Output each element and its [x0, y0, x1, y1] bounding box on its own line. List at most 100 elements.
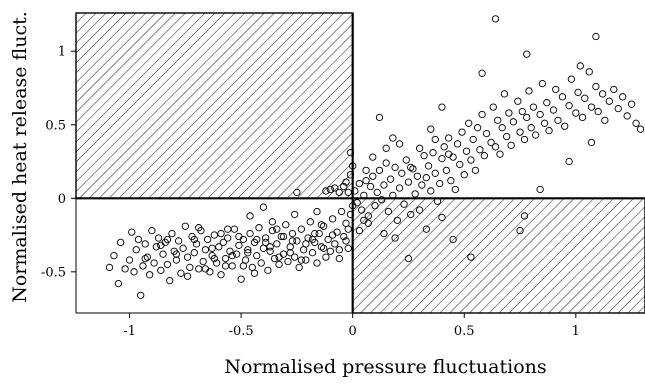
data-point	[518, 107, 526, 116]
data-point	[192, 240, 201, 248]
data-point	[237, 275, 245, 283]
data-point	[335, 188, 343, 197]
data-point	[181, 222, 189, 230]
data-point	[554, 116, 562, 125]
data-point	[438, 103, 446, 111]
data-point	[369, 153, 377, 161]
data-point	[460, 171, 468, 179]
data-point	[420, 151, 428, 160]
data-point	[320, 222, 328, 230]
data-point	[201, 246, 210, 254]
data-point	[110, 251, 118, 260]
data-point	[317, 243, 326, 251]
data-point	[520, 135, 529, 144]
data-point	[141, 240, 149, 248]
data-point	[538, 79, 547, 88]
data-point	[614, 104, 622, 113]
data-point	[257, 259, 265, 267]
data-point	[166, 276, 174, 285]
data-point	[427, 187, 435, 195]
data-point	[422, 174, 430, 182]
data-point	[262, 234, 270, 242]
data-point	[438, 154, 446, 163]
data-point	[514, 97, 522, 105]
data-point	[431, 135, 439, 144]
data-point	[328, 231, 337, 239]
data-point	[163, 235, 172, 244]
data-point	[313, 259, 321, 267]
data-point	[453, 140, 462, 148]
data-point	[324, 235, 332, 244]
data-point	[558, 93, 567, 101]
data-point	[195, 224, 203, 232]
data-point	[335, 246, 343, 254]
data-point	[409, 165, 417, 173]
data-point	[228, 251, 236, 260]
data-point	[282, 221, 290, 229]
data-point	[494, 116, 502, 125]
data-point	[413, 172, 422, 180]
data-point	[326, 185, 335, 194]
data-point	[235, 241, 243, 250]
data-point	[444, 150, 453, 158]
data-point	[402, 156, 410, 164]
data-point	[134, 235, 143, 244]
data-point	[114, 279, 123, 288]
data-point	[244, 249, 252, 257]
data-point	[268, 218, 277, 226]
data-point	[525, 87, 533, 95]
data-point	[344, 225, 352, 233]
data-point	[284, 257, 292, 266]
data-point	[636, 125, 645, 133]
data-point	[344, 244, 352, 252]
data-point	[313, 207, 321, 216]
data-point	[382, 144, 390, 152]
data-point	[509, 118, 517, 126]
data-point	[427, 125, 435, 133]
data-point	[360, 216, 368, 225]
data-point	[598, 90, 607, 98]
data-point	[574, 88, 582, 97]
data-point	[632, 119, 640, 127]
data-point	[331, 240, 339, 248]
hatched-region-upper-left	[75, 12, 354, 199]
data-point	[523, 50, 531, 58]
data-point	[516, 226, 524, 235]
data-point	[326, 247, 335, 255]
data-point	[212, 259, 221, 267]
data-point	[447, 176, 455, 185]
data-point	[592, 82, 600, 91]
data-point	[297, 225, 306, 233]
hatched-regions	[75, 12, 645, 314]
x-axis-label: Normalised pressure fluctuations	[224, 356, 546, 378]
data-point	[576, 62, 584, 70]
data-point	[172, 250, 181, 258]
data-point	[456, 160, 464, 169]
data-point	[270, 254, 279, 263]
data-point	[210, 254, 218, 263]
data-point	[415, 144, 424, 152]
data-point	[380, 229, 388, 238]
data-point	[478, 69, 486, 77]
data-point	[500, 90, 509, 98]
data-point	[262, 238, 270, 247]
data-point	[279, 232, 288, 241]
data-point	[163, 260, 172, 269]
data-point	[145, 271, 154, 279]
data-point	[130, 268, 138, 276]
x-tick-label: -0.5	[229, 324, 254, 339]
data-point	[342, 237, 350, 245]
data-point	[491, 15, 500, 23]
data-point	[183, 253, 192, 261]
data-point	[183, 272, 192, 280]
data-point	[246, 229, 254, 238]
data-point	[179, 244, 187, 252]
data-point	[471, 166, 480, 175]
data-point	[422, 225, 430, 233]
data-point	[594, 107, 602, 116]
data-point	[572, 109, 580, 117]
data-point	[302, 240, 310, 248]
data-point	[172, 256, 181, 264]
data-point	[143, 253, 152, 261]
data-point	[418, 181, 426, 189]
